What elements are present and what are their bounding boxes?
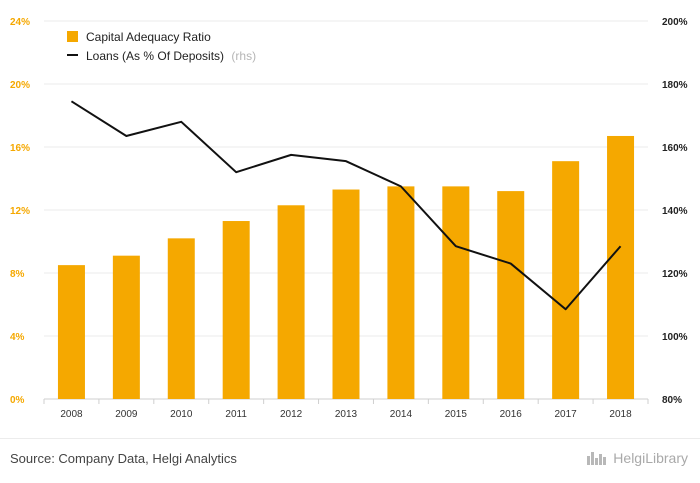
y-left-tick-label: 4% [10, 332, 25, 343]
bar-capital-adequacy [112, 255, 140, 399]
y-left-tick-label: 16% [10, 143, 30, 154]
left-axis: 0% 4% 8% 12% 16% 20% 24% [10, 17, 30, 406]
y-right-tick-label: 140% [662, 206, 688, 217]
bar-capital-adequacy [332, 189, 360, 399]
bar-capital-adequacy [497, 191, 525, 399]
loans-line [70, 100, 622, 311]
legend: Capital Adequacy Ratio Loans (As % Of De… [67, 30, 256, 63]
y-right-tick-label: 180% [662, 80, 688, 91]
bar-capital-adequacy [552, 161, 580, 399]
bar-capital-adequacy [167, 238, 195, 399]
x-tick-label: 2008 [60, 409, 83, 420]
bar-capital-adequacy [442, 186, 470, 399]
bar-capital-adequacy [277, 205, 305, 399]
bar-capital-adequacy [387, 186, 415, 399]
legend-swatch-capital-adequacy [67, 31, 78, 42]
bar-capital-adequacy [607, 135, 635, 399]
helgi-library-logo[interactable]: HelgiLibrary [587, 450, 688, 466]
bar-capital-adequacy [57, 265, 85, 399]
y-right-tick-label: 120% [662, 269, 688, 280]
x-axis: 2008 2009 2010 2011 2012 2013 2014 2015 2016 2017… [43, 399, 649, 420]
x-tick-label: 2016 [500, 409, 523, 420]
y-right-tick-label: 80% [662, 395, 682, 406]
y-right-tick-label: 100% [662, 332, 688, 343]
x-tick-label: 2015 [445, 409, 468, 420]
y-left-tick-label: 12% [10, 206, 30, 217]
y-left-tick-label: 24% [10, 17, 30, 28]
legend-label-capital-adequacy: Capital Adequacy Ratio [86, 30, 211, 44]
logo-text: HelgiLibrary [613, 450, 688, 466]
y-right-tick-label: 200% [662, 17, 688, 28]
x-tick-label: 2017 [555, 409, 578, 420]
y-left-tick-label: 0% [10, 395, 25, 406]
right-axis: 80% 100% 120% 140% 160% 180% 200% [662, 17, 688, 406]
bar-capital-adequacy [222, 221, 250, 399]
x-tick-label: 2011 [225, 409, 247, 420]
bars [57, 135, 635, 399]
legend-label-loans: Loans (As % Of Deposits) [86, 49, 224, 63]
y-right-tick-label: 160% [662, 143, 688, 154]
x-tick-label: 2018 [609, 409, 632, 420]
footer-divider [0, 438, 700, 439]
library-books-icon [587, 451, 607, 465]
x-tick-label: 2014 [390, 409, 413, 420]
x-tick-label: 2012 [280, 409, 303, 420]
y-left-tick-label: 8% [10, 269, 25, 280]
svg-text:Loans (As % Of Deposits): Loans (As % Of Deposits) (rhs) [86, 49, 256, 63]
chart-svg: 0% 4% 8% 12% 16% 20% 24% 80% 100% 120% 140% 160% 18… [10, 17, 688, 420]
legend-label-loans-suffix: (rhs) [231, 49, 256, 63]
y-left-tick-label: 20% [10, 80, 30, 91]
x-tick-label: 2009 [115, 409, 138, 420]
x-tick-label: 2013 [335, 409, 358, 420]
source-note: Source: Company Data, Helgi Analytics [10, 451, 237, 466]
x-tick-label: 2010 [170, 409, 193, 420]
